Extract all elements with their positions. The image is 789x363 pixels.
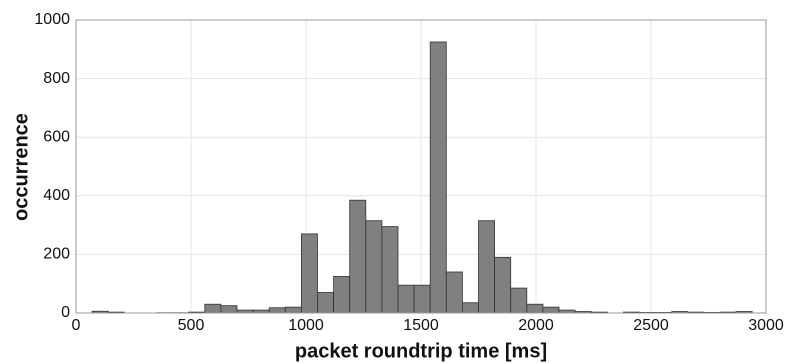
plot-frame [75,19,767,314]
x-tick-label: 0 [72,317,81,334]
x-tick-label: 1000 [288,317,324,334]
x-tick-label: 1500 [403,317,439,334]
x-tick-label: 3000 [748,317,784,334]
bar [284,306,302,314]
y-tick-label: 200 [43,246,70,263]
bar [300,233,318,314]
bar [429,41,447,314]
y-tick-label: 400 [43,187,70,204]
bar [478,220,496,314]
y-tick-label: 600 [43,128,70,145]
x-tick-label: 2000 [518,317,554,334]
y-axis-label: occurrence [10,113,32,221]
bar [510,287,528,314]
x-tick-label: 2500 [633,317,669,334]
bar [365,220,383,314]
bar [333,275,351,314]
bar [542,306,560,314]
x-axis-label: packet roundtrip time [ms] [295,340,547,362]
bar [494,256,512,314]
x-tick-label: 500 [178,317,205,334]
bar [381,226,399,314]
bar [220,305,238,314]
y-tick-label: 1000 [34,11,70,28]
bar [461,302,479,314]
bar [413,284,431,314]
bar [397,284,415,314]
bar [445,271,463,314]
y-tick-label: 800 [43,70,70,87]
bar [204,303,222,314]
bar [268,307,286,314]
y-tick-label: 0 [61,304,70,321]
bar [526,303,544,314]
bar [317,292,335,314]
bar [349,199,367,314]
